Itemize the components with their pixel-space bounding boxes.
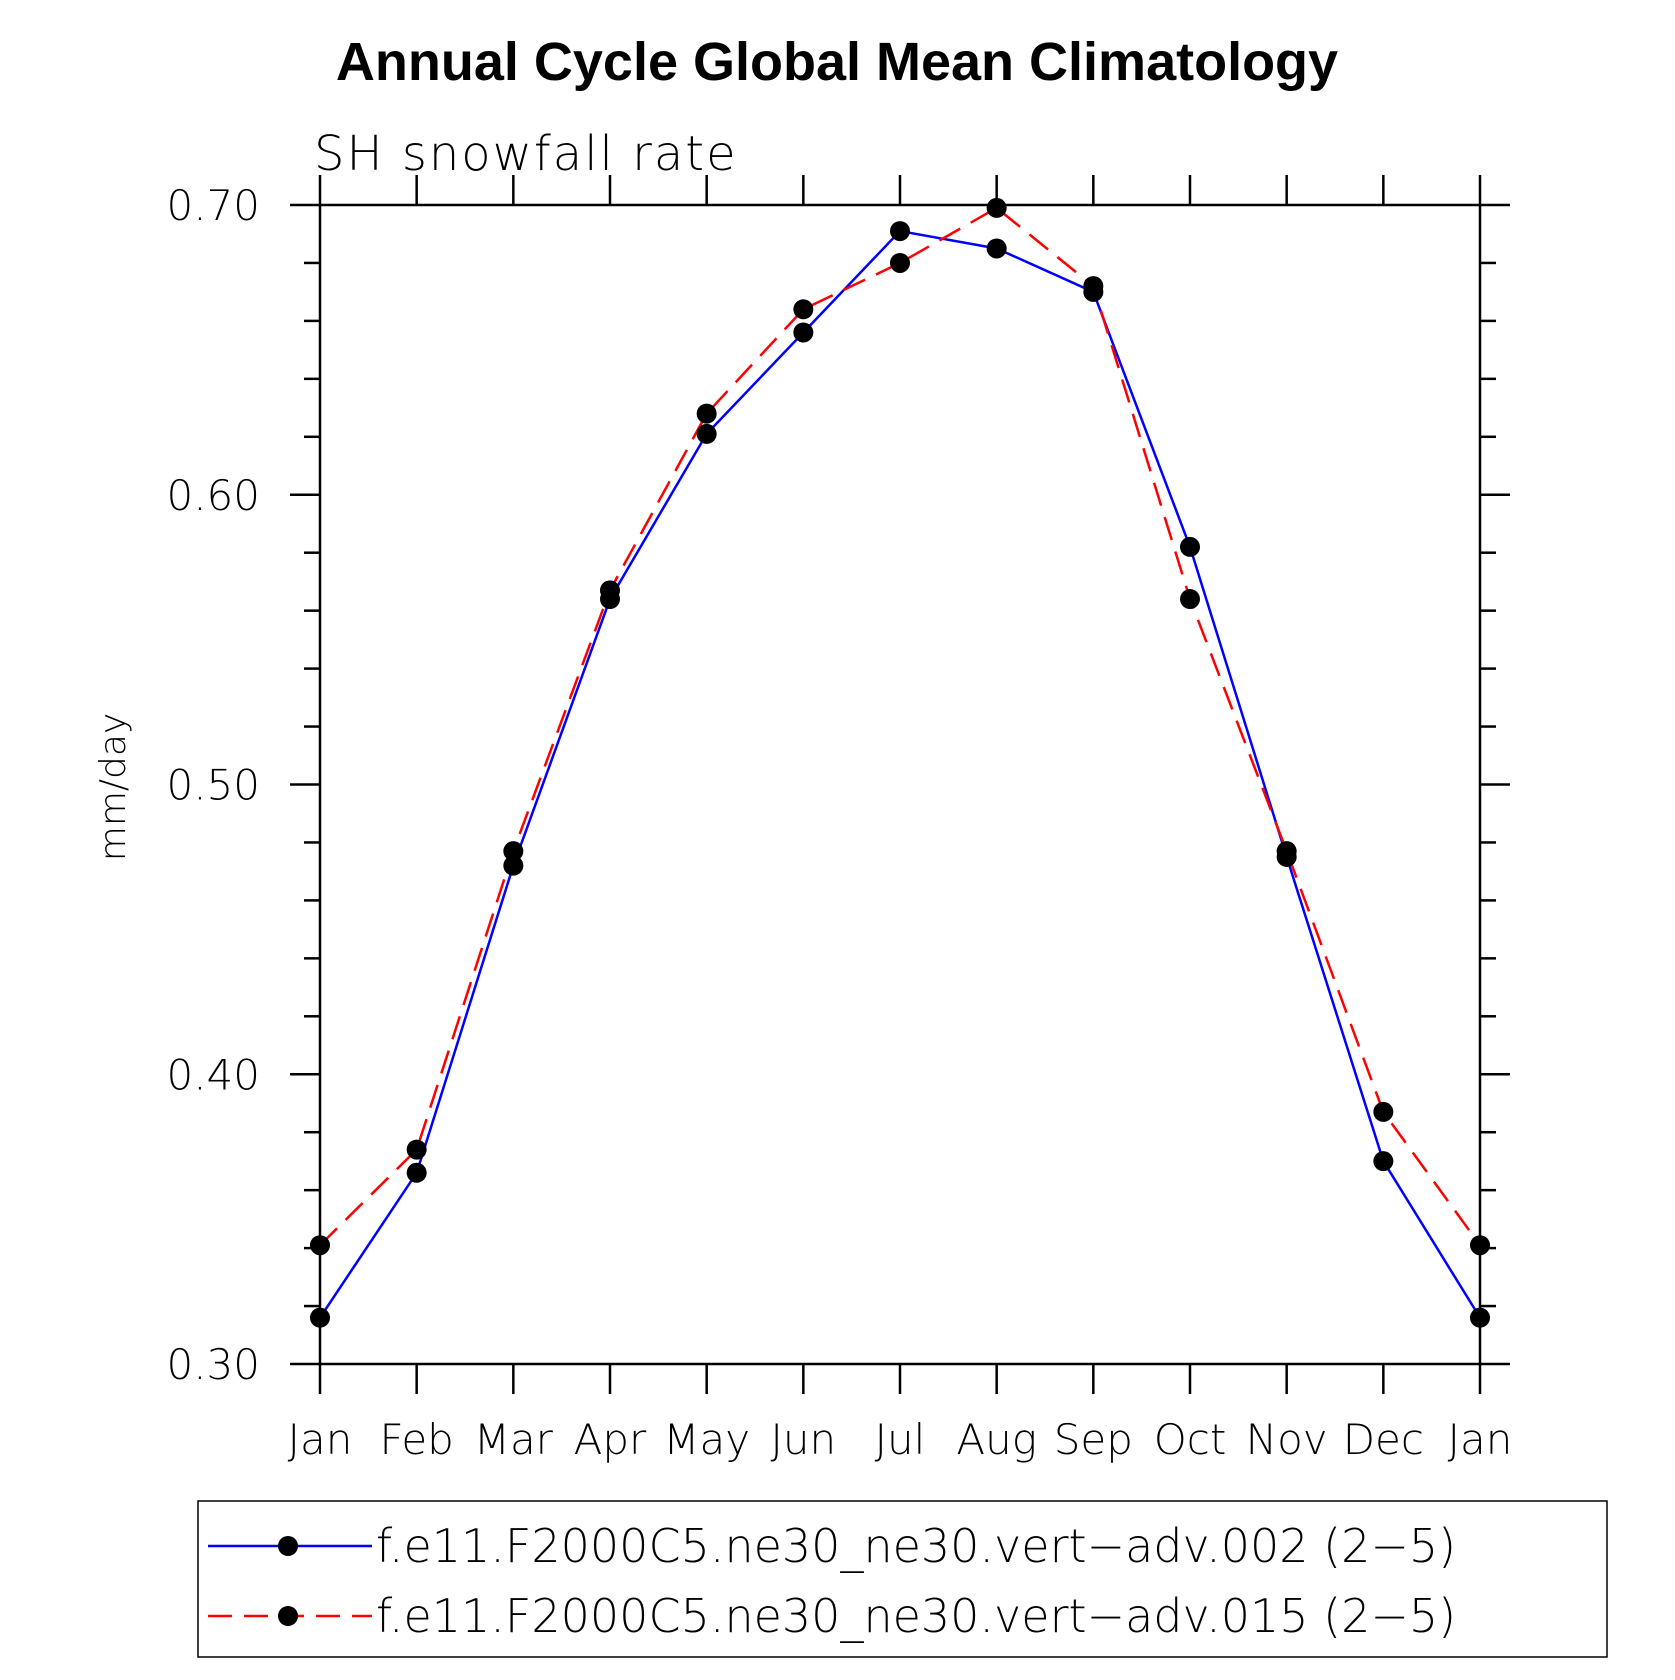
series-2-point	[406, 1139, 427, 1160]
series-1-point	[890, 221, 910, 242]
y-tick-label: 0.60	[166, 471, 260, 520]
series-2-point	[503, 841, 524, 862]
x-tick-label: Jan	[288, 1415, 353, 1464]
x-tick-label: Mar	[474, 1415, 554, 1464]
series-2-point	[310, 1235, 330, 1256]
y-axis-label: mm/day	[93, 713, 134, 861]
series-2-point	[1373, 1101, 1394, 1122]
y-tick-label: 0.70	[166, 181, 260, 230]
x-tick-label: Jan	[1448, 1415, 1513, 1464]
legend: f.e11.F2000C5.ne30_ne30.vert−adv.002 (2−…	[197, 1500, 1608, 1658]
y-tick-label: 0.50	[166, 761, 260, 810]
legend-marker-2	[278, 1606, 298, 1626]
plot-area: 0.30 0.40 0.50 0.60 0.70 Jan Feb Mar Apr May Jun Ju…	[166, 175, 1512, 1464]
series-1-point	[793, 322, 814, 343]
series-2-point	[986, 197, 1007, 218]
plot-frame	[318, 203, 1482, 1366]
y-tick-label: 0.30	[166, 1340, 260, 1389]
x-tick-label: Apr	[574, 1415, 647, 1464]
series-1-point	[1373, 1151, 1394, 1172]
series-line-2	[319, 206, 1482, 1247]
series-2-point	[600, 580, 620, 601]
legend-box	[197, 1500, 1608, 1658]
series-2-point	[696, 403, 717, 424]
series-2-point	[890, 252, 910, 273]
series-1-point	[986, 238, 1007, 259]
series-1-point	[1470, 1307, 1490, 1328]
x-tick-label: Feb	[379, 1415, 453, 1464]
chart-title: Annual Cycle Global Mean Climatology	[336, 32, 1338, 92]
x-tick-label: Jul	[875, 1415, 926, 1464]
x-tick-label: Jun	[771, 1415, 837, 1464]
series-1-point	[310, 1307, 330, 1328]
series-2-point	[1470, 1235, 1490, 1256]
series-1-point	[406, 1162, 427, 1183]
legend-label-2: f.e11.F2000C5.ne30_ne30.vert−adv.015 (2−…	[376, 1589, 1456, 1643]
series-line-1	[318, 229, 1482, 1319]
x-tick-label: May	[663, 1415, 750, 1464]
chart-subtitle: SH snowfall rate	[314, 126, 738, 182]
x-tick-label: Sep	[1054, 1415, 1133, 1464]
series-1-point	[696, 423, 717, 444]
x-tick-label: Aug	[956, 1415, 1037, 1464]
x-tick-label: Oct	[1154, 1415, 1227, 1464]
legend-label-1: f.e11.F2000C5.ne30_ne30.vert−adv.002 (2−…	[376, 1519, 1456, 1573]
x-tick-label: Dec	[1343, 1415, 1424, 1464]
y-tick-label: 0.40	[166, 1050, 260, 1099]
legend-marker-1	[278, 1536, 298, 1556]
x-tick-label: Nov	[1246, 1415, 1328, 1464]
series-2-point	[1083, 276, 1104, 297]
series-2-point	[793, 299, 814, 320]
series-1-point	[503, 855, 524, 876]
series-2-point	[1276, 841, 1297, 862]
series-1-point	[1180, 536, 1200, 557]
series-2-point	[1180, 589, 1200, 610]
